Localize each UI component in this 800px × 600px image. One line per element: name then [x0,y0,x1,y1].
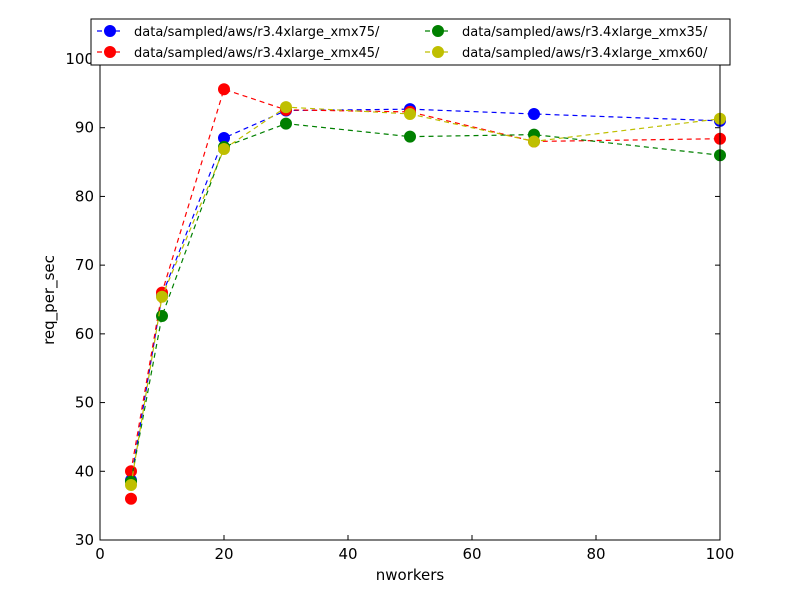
y-tick-label: 100 [65,50,94,68]
y-tick-label: 60 [75,325,94,343]
data-point [528,107,540,120]
data-point [404,107,416,120]
series-2 [125,117,726,488]
legend-frame [90,18,731,66]
legend-label-0: data/sampled/aws/r3.4xlarge_xmx75/ [134,25,380,40]
x-tick-label: 20 [214,545,233,563]
series-line-2 [130,122,721,482]
data-point [528,135,540,148]
data-point [156,309,168,322]
x-tick-label: 80 [586,545,605,563]
legend-marker-3 [432,46,444,58]
data-point [280,101,292,114]
x-tick-label: 100 [706,545,735,563]
y-axis-label: req_per_sec [40,255,59,345]
legend-marker-2 [432,25,444,37]
series-line-0 [130,108,721,481]
ticks-layer: 0 20 40 60 80 100 30 40 50 60 70 80 90 100 [65,50,734,563]
data-point [125,492,137,505]
legend: data/sampled/aws/r3.4xlarge_xmx75/data/s… [90,18,731,66]
data-point [125,479,137,492]
data-point [280,117,292,130]
y-tick-label: 80 [75,187,94,205]
y-tick-label: 50 [75,394,94,412]
legend-item-1: data/sampled/aws/r3.4xlarge_xmx45/ [97,46,380,61]
y-tick-label: 90 [75,119,94,137]
x-axis-label: nworkers [376,566,445,584]
legend-label-3: data/sampled/aws/r3.4xlarge_xmx60/ [462,46,708,61]
legend-item-3: data/sampled/aws/r3.4xlarge_xmx60/ [425,46,708,61]
legend-marker-0 [104,25,116,37]
series-layer [125,83,726,505]
x-tick-label: 60 [462,545,481,563]
legend-label-1: data/sampled/aws/r3.4xlarge_xmx45/ [134,46,380,61]
series-line-3 [130,106,721,486]
y-tick-label: 40 [75,462,94,480]
legend-label-2: data/sampled/aws/r3.4xlarge_xmx35/ [462,25,708,40]
x-tick-label: 0 [95,545,105,563]
series-line-1 [130,88,721,499]
series-0 [125,103,726,487]
y-tick-label: 30 [75,531,94,549]
legend-item-2: data/sampled/aws/r3.4xlarge_xmx35/ [425,25,708,40]
data-point [156,290,168,303]
data-point [218,143,230,156]
legend-items: data/sampled/aws/r3.4xlarge_xmx75/data/s… [97,25,708,61]
legend-marker-1 [104,46,116,58]
data-point [125,465,137,478]
data-point [218,83,230,96]
x-tick-label: 40 [338,545,357,563]
series-1 [125,83,726,505]
data-point [404,130,416,143]
legend-item-0: data/sampled/aws/r3.4xlarge_xmx75/ [97,25,380,40]
y-tick-label: 70 [75,256,94,274]
